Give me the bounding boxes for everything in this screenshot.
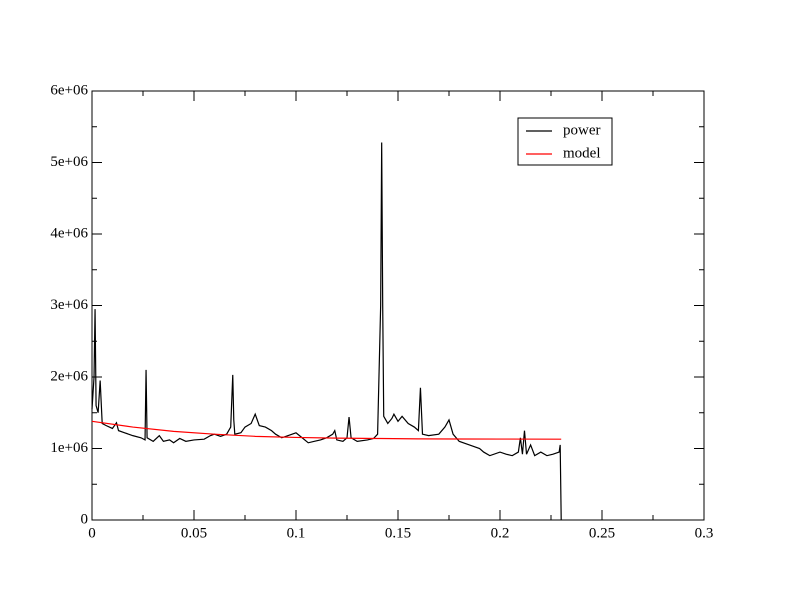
legend-label: model <box>563 145 601 161</box>
y-tick-label: 2e+06 <box>50 368 88 384</box>
legend-box <box>517 117 613 166</box>
y-tick-label: 6e+06 <box>50 82 88 98</box>
series-line <box>91 142 562 521</box>
x-tick-label: 0.3 <box>695 525 714 541</box>
y-tick-label: 5e+06 <box>50 154 88 170</box>
x-tick-label: 0.1 <box>287 525 306 541</box>
x-tick-label: 0.25 <box>589 525 615 541</box>
y-tick-label: 3e+06 <box>50 297 88 313</box>
x-tick-label: 0.05 <box>181 525 207 541</box>
legend-label: power <box>563 122 601 138</box>
series-line <box>91 420 562 440</box>
x-tick-label: 0.15 <box>385 525 411 541</box>
y-tick-label: 1e+06 <box>50 440 88 456</box>
x-tick-label: 0.2 <box>491 525 510 541</box>
x-tick-label: 0 <box>88 525 96 541</box>
y-tick-label: 0 <box>81 511 89 527</box>
y-tick-label: 4e+06 <box>50 225 88 241</box>
